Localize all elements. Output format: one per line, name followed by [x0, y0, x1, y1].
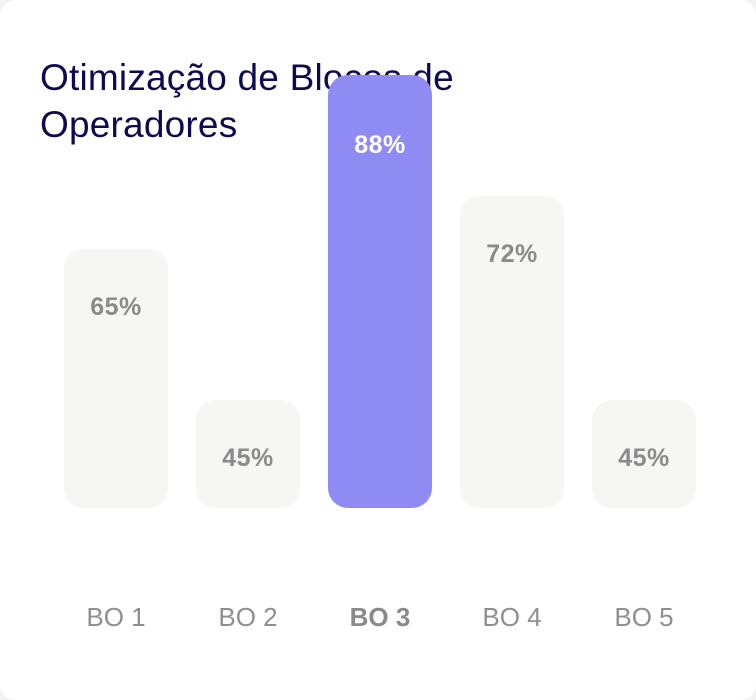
bar-value-label: 65%	[90, 293, 142, 321]
bar-bo-4[interactable]: 72%	[460, 196, 564, 508]
bar-value-label: 45%	[618, 444, 670, 472]
bar-bo-3[interactable]: 88%	[328, 75, 432, 508]
bar-value-label: 88%	[354, 131, 406, 159]
x-tick-label-bo-1: BO 1	[86, 602, 146, 632]
x-tick-label-bo-5: BO 5	[614, 602, 674, 632]
x-tick-label-bo-3: BO 3	[349, 602, 411, 632]
x-tick-label-bo-4: BO 4	[482, 602, 542, 632]
bar-value-label: 72%	[486, 240, 538, 268]
x-tick-label-bo-2: BO 2	[218, 602, 278, 632]
bar-bo-2[interactable]: 45%	[196, 400, 300, 508]
chart-title: Otimização de Blocos de Operadores	[40, 57, 454, 145]
bar-value-label: 45%	[222, 444, 274, 472]
bar-bo-1[interactable]: 65%	[64, 249, 168, 508]
bar-bo-5[interactable]: 45%	[592, 400, 696, 508]
